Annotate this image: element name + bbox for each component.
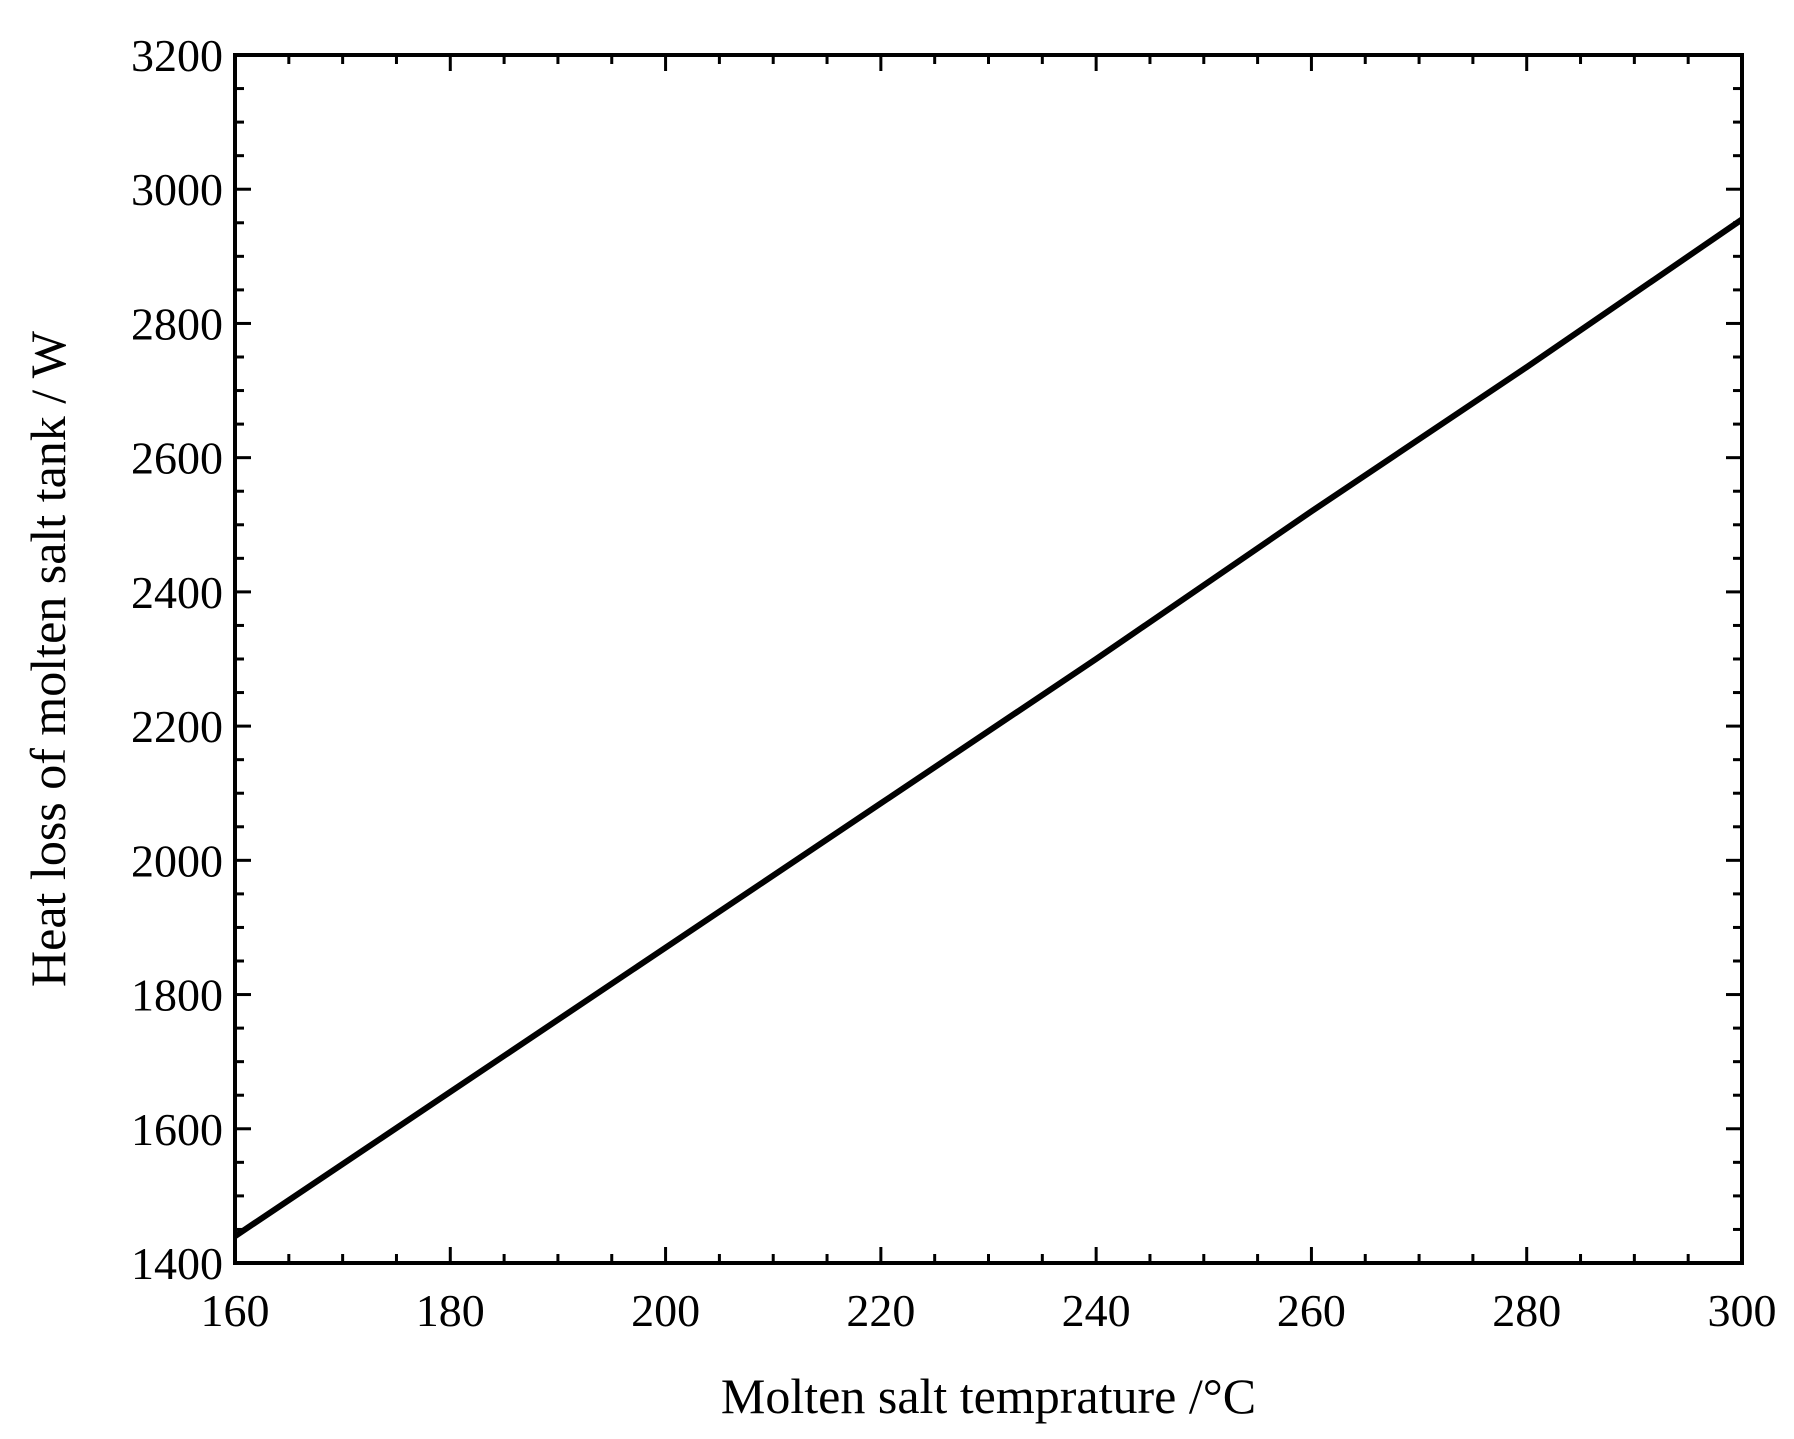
y-tick-label: 2200 (131, 701, 223, 752)
x-tick-label: 240 (1062, 1285, 1131, 1336)
x-tick-label: 200 (631, 1285, 700, 1336)
tick-labels: 160 180 200 220 240 260 280 300 1400 1600 1800 2000… (131, 30, 1777, 1336)
x-tick-label: 220 (846, 1285, 915, 1336)
x-tick-label: 160 (201, 1285, 270, 1336)
y-tick-label: 2600 (131, 433, 223, 484)
y-tick-label: 2400 (131, 567, 223, 618)
x-tick-label: 260 (1277, 1285, 1346, 1336)
plot-frame (233, 53, 1744, 1265)
y-tick-label: 3200 (131, 30, 223, 81)
y-axis-title: Heat loss of molten salt tank / W (20, 330, 76, 987)
x-tick-label: 300 (1708, 1285, 1777, 1336)
y-tick-label: 2800 (131, 298, 223, 349)
y-tick-label: 2000 (131, 835, 223, 886)
y-tick-label: 1800 (131, 970, 223, 1021)
x-tick-label: 180 (416, 1285, 485, 1336)
x-tick-label: 280 (1492, 1285, 1561, 1336)
y-tick-label: 1600 (131, 1104, 223, 1155)
series-layer (233, 216, 1744, 1239)
y-tick-label: 1400 (131, 1238, 223, 1289)
y-tick-label: 3000 (131, 164, 223, 215)
series-line (233, 216, 1744, 1239)
x-axis-title: Molten salt temprature /°C (721, 1368, 1256, 1424)
